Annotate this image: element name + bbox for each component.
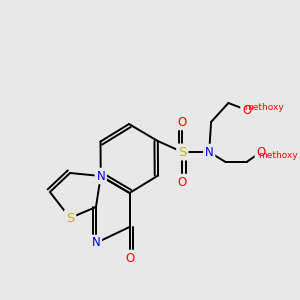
Text: N: N bbox=[92, 236, 100, 250]
Text: methoxy: methoxy bbox=[244, 103, 284, 112]
Text: N: N bbox=[205, 146, 214, 158]
Text: O: O bbox=[178, 176, 187, 188]
Text: N: N bbox=[96, 169, 105, 182]
Text: O: O bbox=[256, 146, 266, 158]
Text: O: O bbox=[125, 251, 134, 265]
Text: S: S bbox=[178, 146, 187, 158]
Text: O: O bbox=[178, 116, 187, 128]
Text: S: S bbox=[66, 212, 74, 224]
Text: O: O bbox=[242, 103, 251, 116]
Text: methoxy: methoxy bbox=[258, 151, 298, 160]
